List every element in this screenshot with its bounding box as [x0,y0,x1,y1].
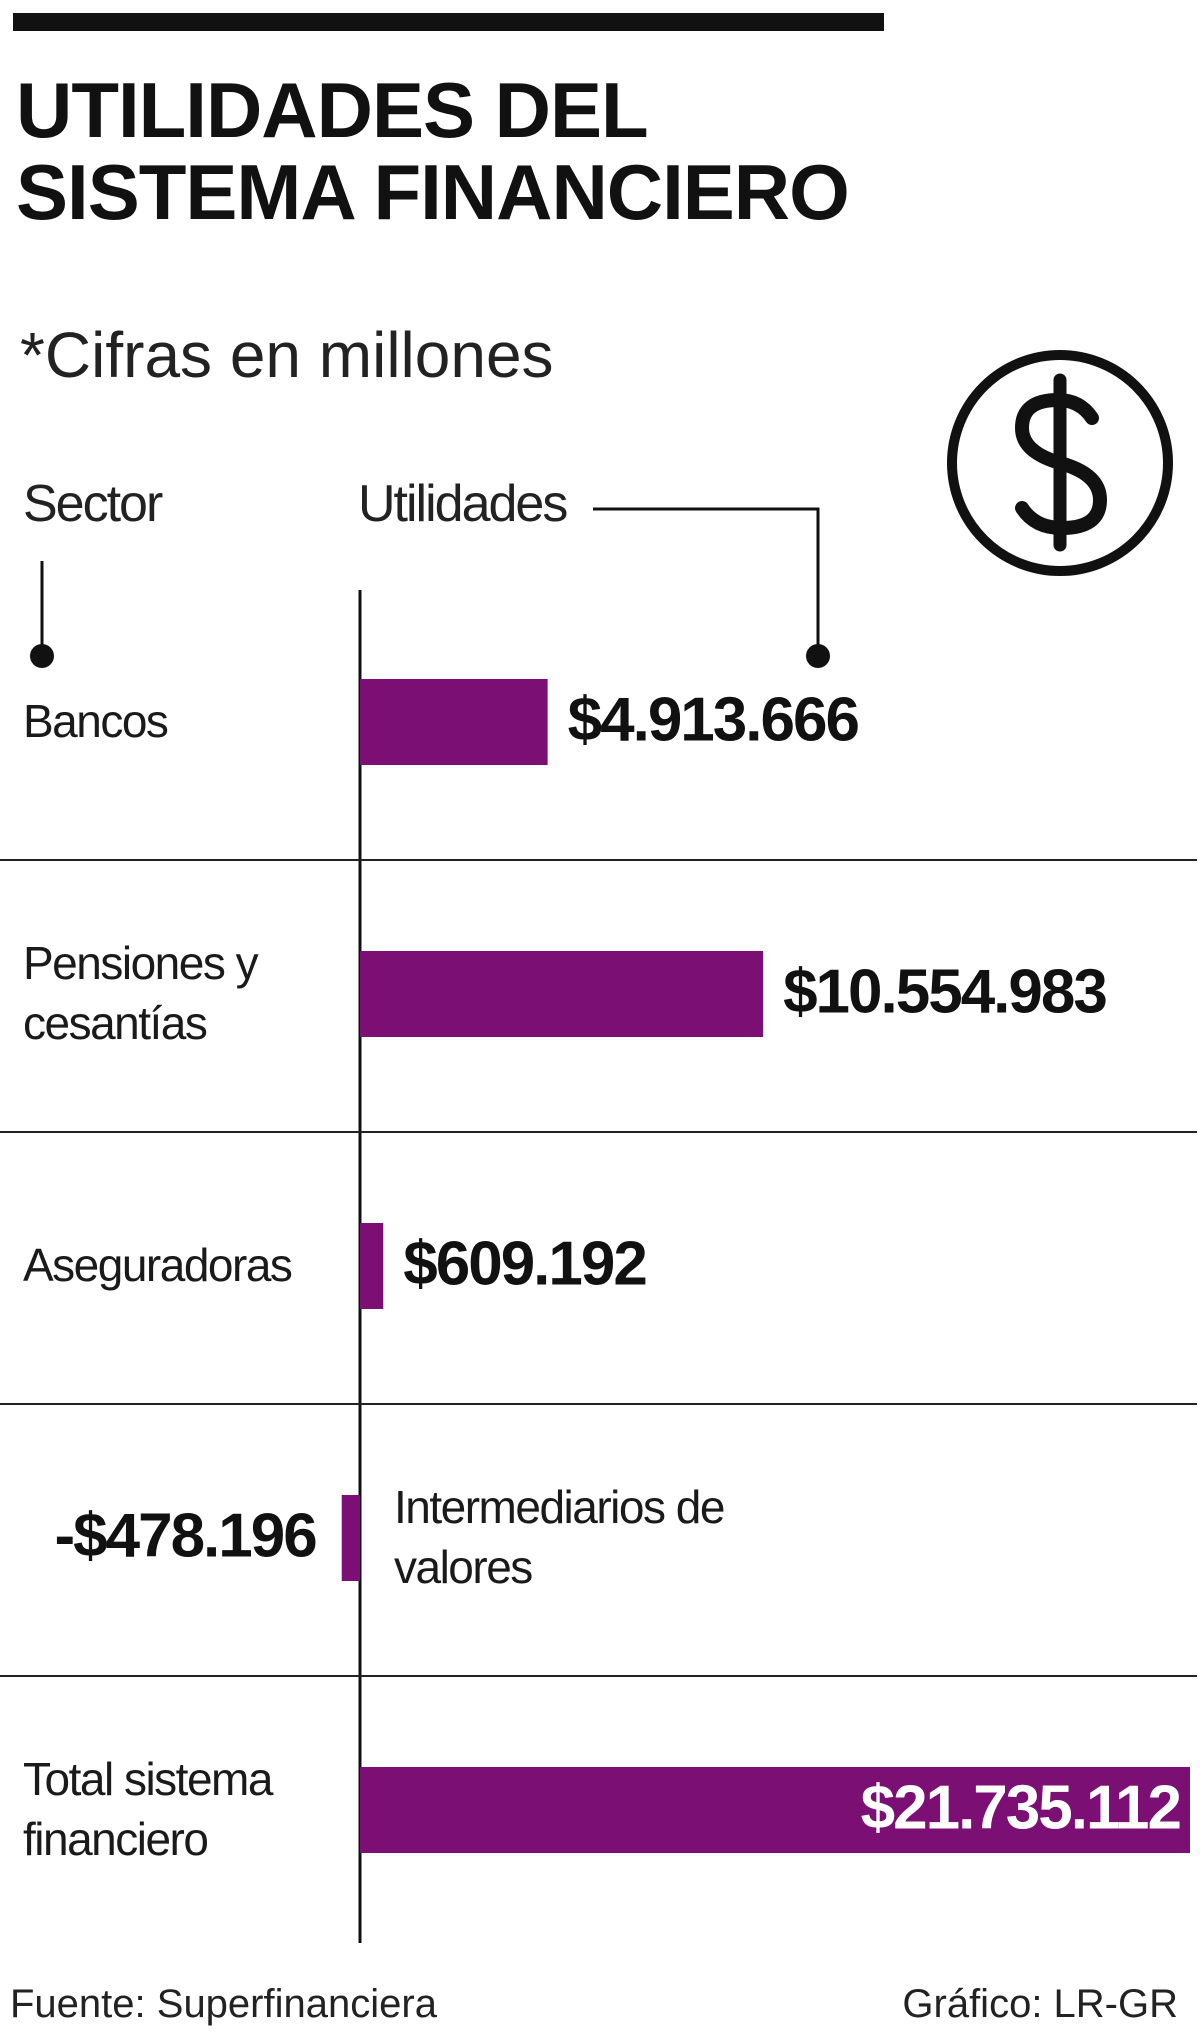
source: Fuente: Superfinanciera [10,1982,437,2026]
bar [360,1767,1190,1853]
chart-subtitle: *Cifras en millones [20,319,554,391]
category-header: Sector [23,475,163,533]
value-label: -$478.196 [54,1501,316,1570]
credit: Gráfico: LR-GR [902,1982,1178,2026]
bar [360,951,764,1037]
value-header: Utilidades [358,475,568,533]
category-label: Pensiones y cesantías [23,937,259,1049]
category-label: Total sistema financiero [23,1753,273,1865]
bar [360,1223,384,1309]
leader-dot [30,644,54,668]
category-label: Intermediarios de valores [394,1481,725,1593]
chart-title: UTILIDADES DEL SISTEMA FINANCIERO [16,66,850,236]
bar [341,1495,360,1581]
value-label: $609.192 [403,1229,646,1298]
leader-lines [40,507,820,656]
top-rule [13,13,884,31]
value-label: $21.735.112 [861,1773,1180,1842]
dollar-icon [947,350,1173,576]
leader-dot [806,644,830,668]
value-label: $10.554.983 [783,957,1106,1026]
bar [360,679,548,765]
value-label: $4.913.666 [568,685,859,754]
category-label: Bancos [23,695,169,747]
category-label: Aseguradoras [23,1239,293,1291]
